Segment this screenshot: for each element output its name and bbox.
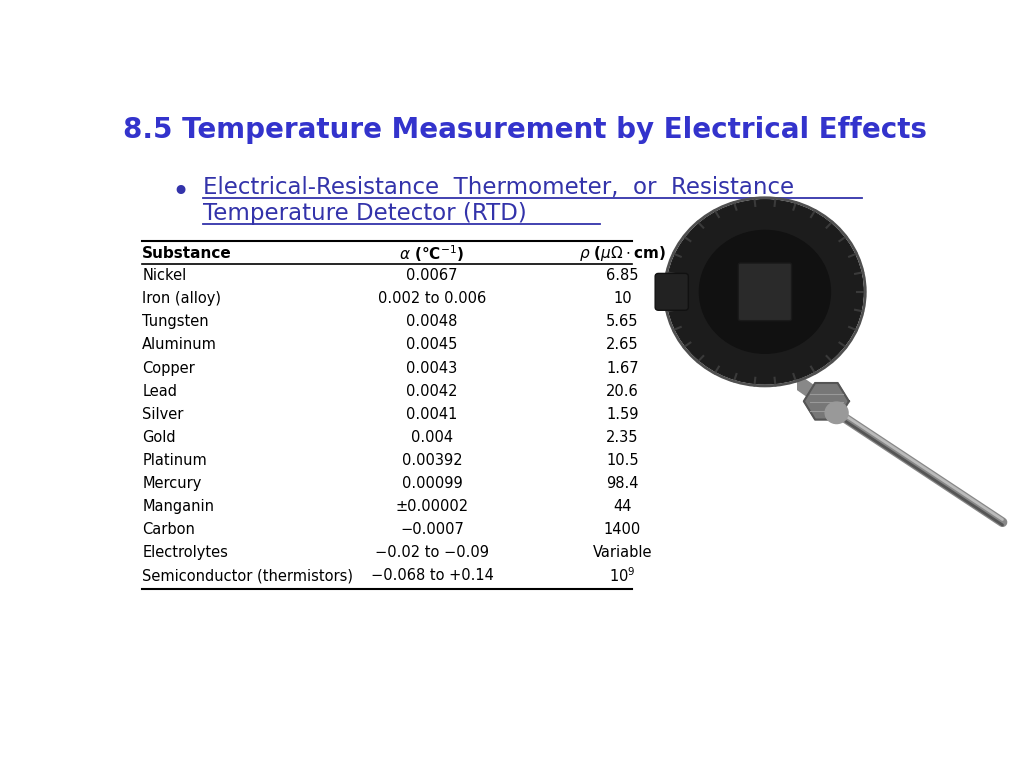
Text: 0.0048: 0.0048	[407, 314, 458, 329]
Text: •: •	[172, 178, 189, 207]
Text: Tungsten: Tungsten	[142, 314, 209, 329]
Text: 1400: 1400	[604, 522, 641, 537]
Text: 0.004: 0.004	[411, 430, 453, 445]
Text: Semiconductor (thermistors): Semiconductor (thermistors)	[142, 568, 353, 583]
Text: Aluminum: Aluminum	[142, 337, 217, 353]
Text: $\alpha$ (°C$^{-1}$): $\alpha$ (°C$^{-1}$)	[399, 243, 465, 264]
Text: 6.85: 6.85	[606, 268, 639, 283]
Text: 0.0045: 0.0045	[407, 337, 458, 353]
Text: 8.5 Temperature Measurement by Electrical Effects: 8.5 Temperature Measurement by Electrica…	[123, 116, 927, 144]
Text: Substance: Substance	[142, 247, 232, 261]
Text: 2.65: 2.65	[606, 337, 639, 353]
Text: 44: 44	[613, 499, 632, 514]
Circle shape	[699, 230, 830, 353]
Text: Iron (alloy): Iron (alloy)	[142, 291, 221, 306]
Text: 0.00099: 0.00099	[401, 476, 462, 491]
Text: Gold: Gold	[142, 430, 176, 445]
Text: Lead: Lead	[142, 383, 177, 399]
Text: Electrical-Resistance  Thermometer,  or  Resistance: Electrical-Resistance Thermometer, or Re…	[204, 176, 795, 199]
Text: 20.6: 20.6	[606, 383, 639, 399]
Polygon shape	[804, 383, 849, 419]
Text: $\rho$ ($\mu\Omega\cdot$cm): $\rho$ ($\mu\Omega\cdot$cm)	[580, 244, 666, 263]
Text: −0.068 to +0.14: −0.068 to +0.14	[371, 568, 494, 583]
Text: 0.002 to 0.006: 0.002 to 0.006	[378, 291, 486, 306]
Text: 5.65: 5.65	[606, 314, 639, 329]
Text: Carbon: Carbon	[142, 522, 196, 537]
Polygon shape	[798, 375, 822, 407]
Text: Variable: Variable	[593, 545, 652, 560]
Text: 1.67: 1.67	[606, 360, 639, 376]
Text: 0.0067: 0.0067	[407, 268, 458, 283]
Text: ±0.00002: ±0.00002	[395, 499, 469, 514]
Text: Copper: Copper	[142, 360, 195, 376]
Text: Nickel: Nickel	[142, 268, 186, 283]
Text: Mercury: Mercury	[142, 476, 202, 491]
Text: 0.0041: 0.0041	[407, 406, 458, 422]
Text: 0.0042: 0.0042	[407, 383, 458, 399]
Text: Platinum: Platinum	[142, 453, 207, 468]
FancyBboxPatch shape	[738, 263, 792, 321]
Text: 0.0043: 0.0043	[407, 360, 458, 376]
FancyBboxPatch shape	[655, 273, 688, 310]
Text: −0.02 to −0.09: −0.02 to −0.09	[375, 545, 488, 560]
Text: Manganin: Manganin	[142, 499, 214, 514]
Text: Electrolytes: Electrolytes	[142, 545, 228, 560]
Text: 10$^9$: 10$^9$	[609, 566, 636, 585]
Text: 10: 10	[613, 291, 632, 306]
Circle shape	[825, 402, 848, 424]
Circle shape	[667, 200, 863, 384]
Text: Silver: Silver	[142, 406, 183, 422]
Text: 2.35: 2.35	[606, 430, 639, 445]
Text: 10.5: 10.5	[606, 453, 639, 468]
Text: 0.00392: 0.00392	[401, 453, 462, 468]
Text: −0.0007: −0.0007	[400, 522, 464, 537]
Text: 98.4: 98.4	[606, 476, 639, 491]
Text: 1.59: 1.59	[606, 406, 639, 422]
Text: Temperature Detector (RTD): Temperature Detector (RTD)	[204, 202, 527, 225]
